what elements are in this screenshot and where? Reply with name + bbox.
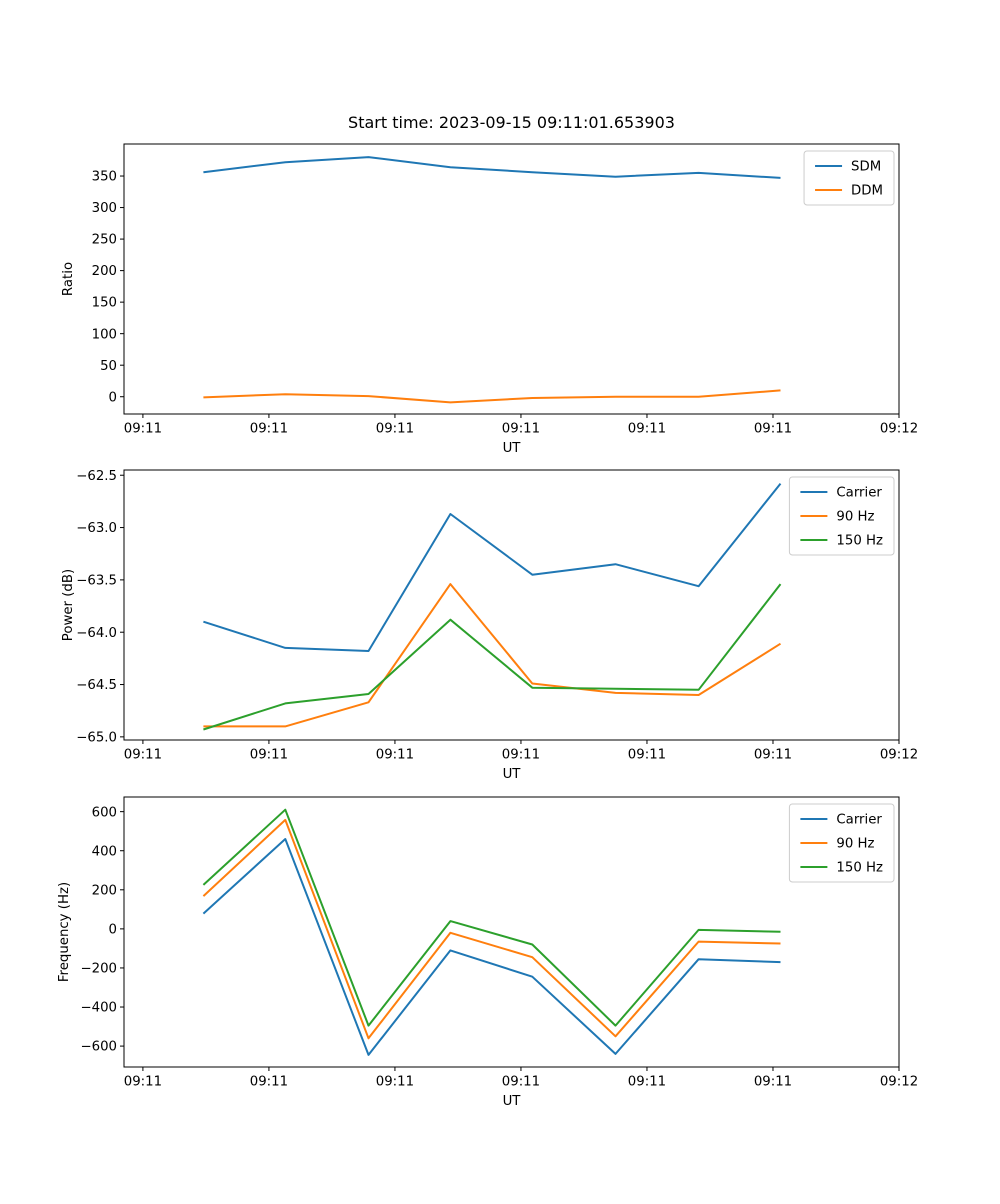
y-tick-label: −63.0 (76, 521, 117, 536)
power-y-axis-label: Power (dB) (61, 569, 76, 641)
x-tick-label: 09:12 (880, 748, 918, 763)
series-line-ddm (203, 389, 781, 404)
x-tick-label: 09:11 (124, 748, 162, 763)
y-tick-label: −62.5 (76, 469, 117, 484)
legend-label: SDM (851, 160, 881, 175)
x-tick-label: 09:11 (376, 1075, 414, 1090)
legend-box (788, 476, 895, 556)
legend-label: 150 Hz (836, 861, 883, 876)
x-tick-label: 09:11 (754, 748, 792, 763)
legend-label: Carrier (836, 486, 882, 501)
x-tick-label: 09:11 (250, 1075, 288, 1090)
y-tick-label: 250 (92, 233, 117, 248)
ratio-subplot: Ratio UT 09:11 09:11 09:11 09:11 09:11 09:11 0… (61, 143, 918, 456)
legend-label: DDM (851, 184, 883, 199)
legend: Carrier 90 Hz 150 Hz (788, 803, 895, 883)
y-tick-label: −200 (80, 962, 117, 977)
x-tick-label: 09:11 (628, 1075, 666, 1090)
frequency-y-axis-label: Frequency (Hz) (57, 882, 72, 982)
legend-label: 90 Hz (836, 510, 874, 525)
y-tick-label: −600 (80, 1040, 117, 1055)
x-tick-label: 09:11 (502, 748, 540, 763)
y-tick-label: 350 (92, 170, 117, 185)
series-line-sdm (203, 156, 781, 179)
series-line-carrier (202, 838, 781, 1056)
y-tick-label: 400 (92, 844, 117, 859)
legend-label: 90 Hz (836, 837, 874, 852)
x-tick-label: 09:11 (376, 748, 414, 763)
axes-frame (123, 143, 900, 415)
y-tick-label: −65.0 (76, 730, 117, 745)
y-tick-label: 600 (92, 805, 117, 820)
ratio-plot-area: 09:11 09:11 09:11 09:11 09:11 09:11 09:12 0 50 10… (92, 143, 918, 437)
x-tick-label: 09:11 (502, 1075, 540, 1090)
x-tick-label: 09:11 (628, 422, 666, 437)
ratio-y-axis-label: Ratio (61, 262, 76, 296)
x-tick-label: 09:11 (754, 1075, 792, 1090)
y-tick-label: 200 (92, 264, 117, 279)
axes-frame (123, 469, 900, 741)
legend-box (788, 803, 895, 883)
series-line-90-hz (202, 818, 781, 1040)
y-tick-label: 0 (109, 922, 117, 937)
y-tick-label: −400 (80, 1001, 117, 1016)
figure-title: Start time: 2023-09-15 09:11:01.653903 (348, 113, 675, 132)
series-line-carrier (203, 482, 782, 652)
x-tick-label: 09:11 (502, 422, 540, 437)
series-line-150-hz (202, 808, 781, 1027)
y-tick-label: 200 (92, 883, 117, 898)
y-tick-label: 50 (100, 359, 117, 374)
x-tick-label: 09:11 (124, 422, 162, 437)
y-tick-label: 150 (92, 296, 117, 311)
power-plot-area: 09:11 09:11 09:11 09:11 09:11 09:11 09:12 −62.5… (76, 469, 918, 763)
x-tick-label: 09:12 (880, 1075, 918, 1090)
x-tick-label: 09:11 (250, 748, 288, 763)
y-tick-label: −64.0 (76, 626, 117, 641)
y-tick-label: 100 (92, 327, 117, 342)
legend: Carrier 90 Hz 150 Hz (788, 476, 895, 556)
series-line-90-hz (203, 583, 782, 728)
y-tick-label: 300 (92, 201, 117, 216)
legend-label: Carrier (836, 813, 882, 828)
series-line-150-hz (203, 583, 782, 731)
ratio-x-axis-label: UT (503, 441, 522, 456)
frequency-x-axis-label: UT (503, 1094, 522, 1109)
x-tick-label: 09:11 (628, 748, 666, 763)
power-x-axis-label: UT (503, 767, 522, 782)
y-tick-label: 0 (109, 390, 117, 405)
power-subplot: Power (dB) UT 09:11 09:11 09:11 09:11 09:11 0… (61, 469, 918, 782)
x-tick-label: 09:11 (124, 1075, 162, 1090)
axes-frame (123, 796, 900, 1068)
x-tick-label: 09:12 (880, 422, 918, 437)
y-tick-label: −64.5 (76, 678, 117, 693)
legend: SDM DDM (803, 150, 895, 206)
x-tick-label: 09:11 (250, 422, 288, 437)
y-tick-label: −63.5 (76, 573, 117, 588)
legend-box (803, 150, 895, 206)
frequency-plot-area: 09:11 09:11 09:11 09:11 09:11 09:11 09:12 600 40… (80, 796, 918, 1090)
frequency-subplot: Frequency (Hz) UT 09:11 09:11 09:11 09:11 09… (57, 796, 918, 1109)
x-tick-label: 09:11 (376, 422, 414, 437)
legend-label: 150 Hz (836, 534, 883, 549)
x-tick-label: 09:11 (754, 422, 792, 437)
